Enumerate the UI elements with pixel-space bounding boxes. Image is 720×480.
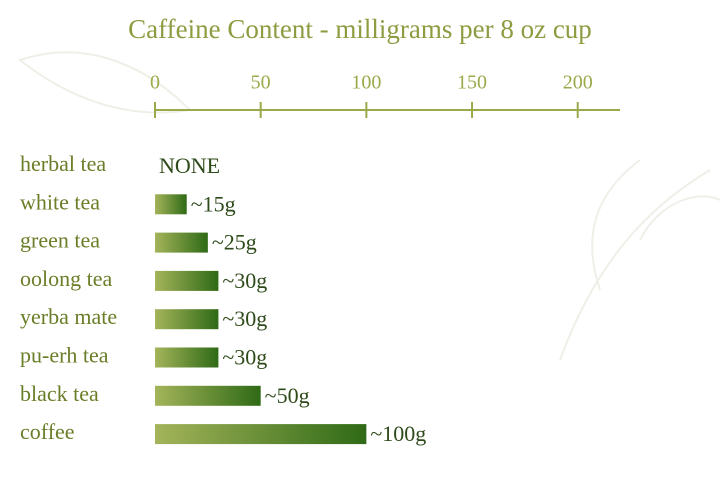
bar [155, 232, 208, 253]
category-label: yerba mate [20, 304, 117, 329]
category-label: coffee [20, 419, 75, 444]
leaf-decoration [17, 51, 720, 361]
x-tick-label: 100 [351, 72, 381, 94]
category-label: black tea [20, 381, 99, 406]
chart-title: Caffeine Content - milligrams per 8 oz c… [128, 14, 592, 44]
value-label: ~25g [212, 230, 257, 255]
category-label: pu-erh tea [20, 343, 109, 368]
x-tick-label: 0 [150, 72, 160, 94]
bar [155, 385, 261, 406]
x-tick-label: 200 [563, 72, 593, 94]
value-label: ~30g [222, 345, 267, 370]
x-tick-label: 50 [251, 72, 271, 94]
bar [155, 309, 219, 330]
value-label: ~30g [222, 268, 267, 293]
bar [155, 347, 219, 368]
category-label: white tea [20, 189, 100, 214]
value-label: ~15g [191, 191, 236, 216]
x-tick-label: 150 [457, 72, 487, 94]
category-label: oolong tea [20, 266, 112, 291]
category-label: herbal tea [20, 151, 106, 176]
bar [155, 194, 187, 215]
value-label: ~50g [265, 383, 310, 408]
value-label: ~100g [370, 421, 426, 446]
bar [155, 424, 367, 445]
category-label: green tea [20, 228, 100, 253]
value-label: ~30g [222, 306, 267, 331]
bar [155, 270, 219, 291]
value-label: NONE [159, 153, 220, 178]
